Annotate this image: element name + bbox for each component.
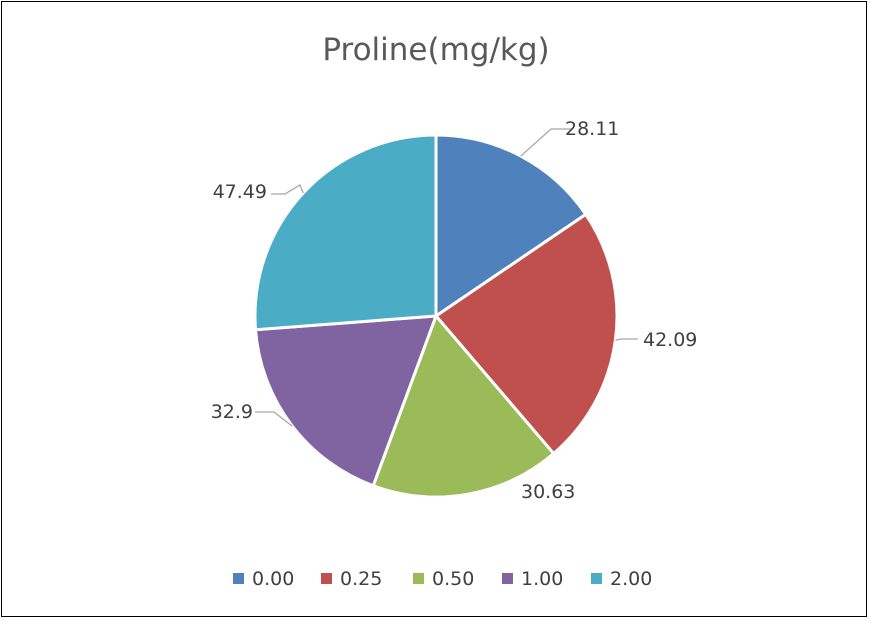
- pie-slice-0.50: [371, 313, 556, 499]
- legend-label-0.25: 0.25: [340, 568, 382, 590]
- leader-line-1.00: [255, 411, 293, 427]
- data-label-0.50: 30.63: [521, 481, 575, 503]
- leader-line-0.00: [520, 128, 572, 157]
- legend: 0.00 0.25 0.50 1.00 2.00: [233, 568, 652, 590]
- chart-title: Proline(mg/kg): [322, 32, 549, 68]
- leader-lines: [255, 128, 638, 427]
- data-label-0.00: 28.11: [565, 118, 619, 140]
- legend-label-2.00: 2.00: [610, 568, 652, 590]
- pie-slices: [253, 133, 619, 499]
- data-label-1.00: 32.9: [211, 401, 253, 423]
- data-labels: 28.11 42.09 30.63 32.9 47.49: [211, 118, 698, 503]
- legend-swatch-0.00: [233, 573, 244, 584]
- legend-label-0.50: 0.50: [432, 568, 474, 590]
- pie-slice-0.00: [434, 133, 588, 319]
- leader-line-0.25: [615, 338, 638, 341]
- legend-swatch-1.00: [502, 573, 513, 584]
- pie-slice-2.00: [253, 133, 438, 332]
- legend-label-1.00: 1.00: [521, 568, 563, 590]
- data-label-0.25: 42.09: [643, 329, 697, 351]
- legend-swatch-2.00: [591, 573, 602, 584]
- legend-swatch-0.50: [413, 573, 424, 584]
- leader-line-2.00: [271, 184, 304, 195]
- legend-label-0.00: 0.00: [252, 568, 294, 590]
- legend-swatch-0.25: [321, 573, 332, 584]
- data-label-2.00: 47.49: [213, 181, 267, 203]
